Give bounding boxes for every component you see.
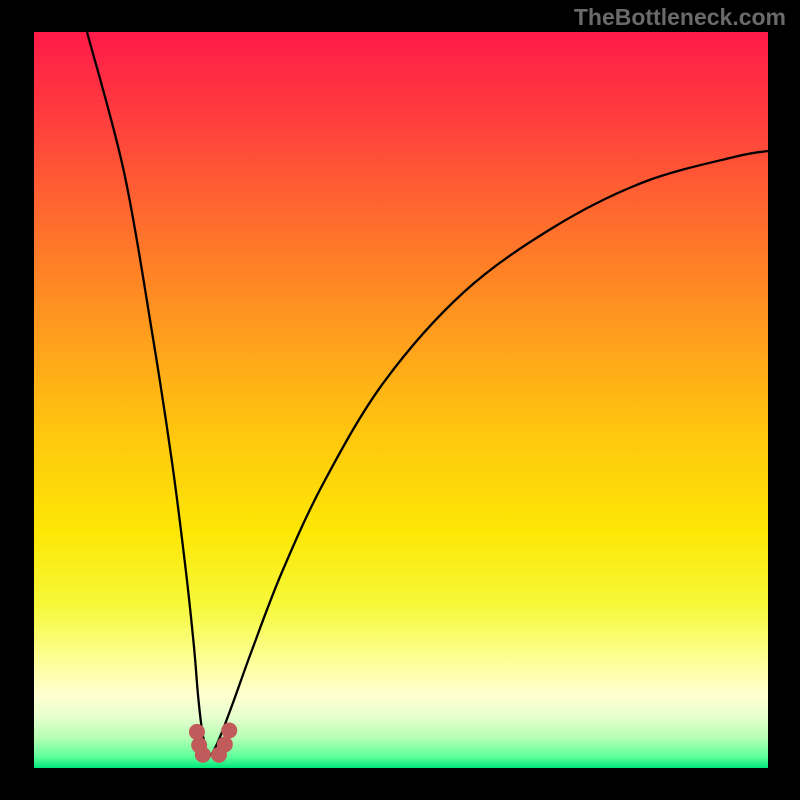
chart-svg [34,32,768,768]
marker-dot [217,736,233,752]
bottleneck-curve [87,32,768,757]
marker-dot [195,747,211,763]
plot-area [34,32,768,768]
markers-group [189,722,237,762]
watermark-text: TheBottleneck.com [574,4,786,31]
marker-dot [221,722,237,738]
